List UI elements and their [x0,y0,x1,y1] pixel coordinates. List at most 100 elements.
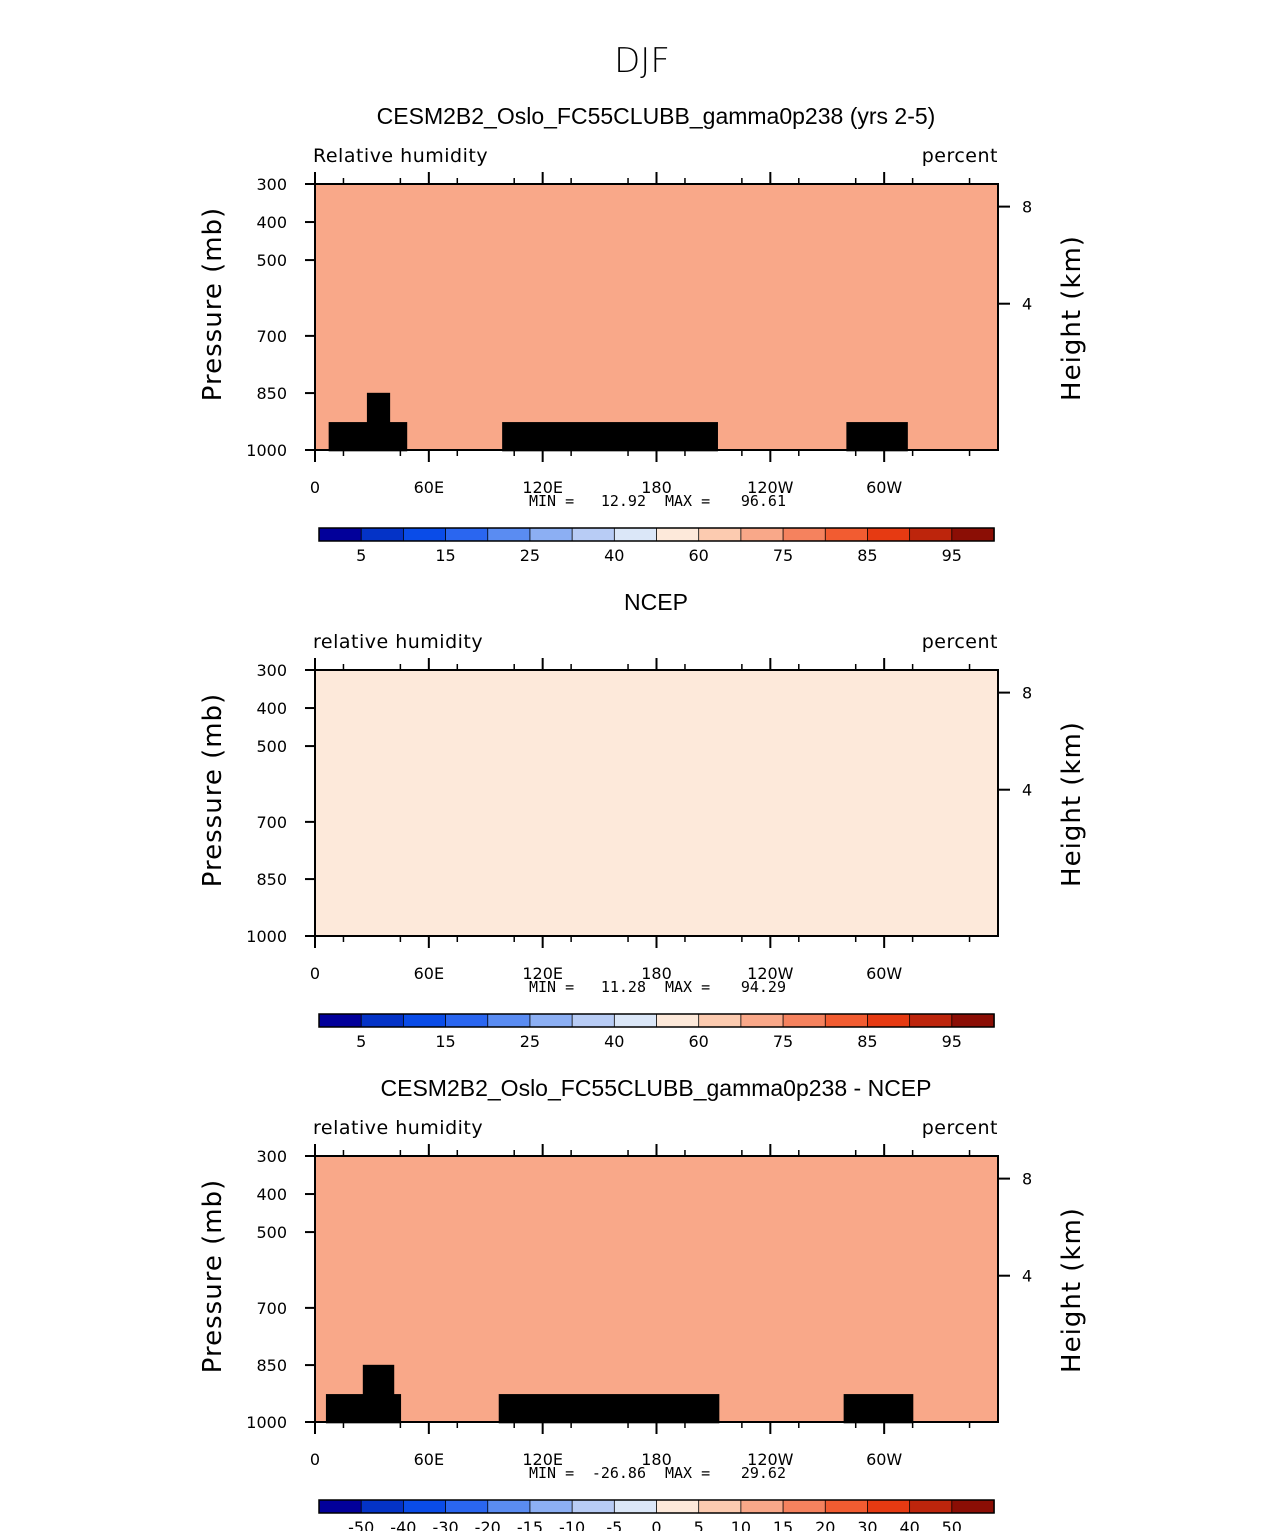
colorbar-box [656,527,700,542]
terrain-block [325,1394,402,1424]
colorbar-box [529,1499,573,1514]
x-tick-label: 120E [522,478,563,497]
left-string: relative humidity [313,1117,483,1139]
min-label: MIN = [529,978,574,996]
y-tick-label: 300 [256,175,287,194]
colorbar-box [782,1499,826,1514]
colorbar-label: 40 [604,1032,624,1051]
colorbar-box [782,527,826,542]
y-right-tick-label: 8 [1022,1170,1032,1189]
x-tick-label: 0 [310,964,320,983]
colorbar-box [571,527,616,542]
x-tick-label: 60E [414,478,444,497]
colorbar-label: 5 [694,1518,704,1531]
max-label: MAX = [665,1464,710,1482]
colorbar-box [867,1499,911,1514]
colorbar-label: 15 [435,546,455,565]
colorbar-label: -50 [348,1518,374,1531]
right-string: percent [922,1117,998,1139]
shaded-field [315,1156,998,1422]
colorbar-label: 40 [899,1518,919,1531]
max-value: 94.29 [741,978,786,996]
colorbar-box [782,1013,826,1028]
left-string: relative humidity [313,631,483,653]
contour-fill [315,1156,998,1422]
colorbar-box [698,527,742,542]
colorbar-box [740,527,784,542]
y-tick-label: 700 [256,327,287,346]
colorbar-label: 75 [773,546,793,565]
colorbar-label: 50 [942,1518,962,1531]
y-right-axis-label: Height (km) [1057,1207,1087,1373]
y-tick-label: 850 [256,384,287,403]
colorbar-label: 0 [651,1518,661,1531]
y-tick-label: 500 [256,251,287,270]
shaded-field [315,184,998,450]
colorbar-frame [318,1013,995,1028]
colorbar-label: -15 [517,1518,543,1531]
left-string: Relative humidity [313,145,488,167]
terrain-block [846,422,908,452]
colorbar: 5 15 25 40 60 75 85 95 [318,1013,995,1051]
y-axis-label: Pressure (mb) [198,1179,228,1373]
x-tick-label: 60W [866,1450,902,1469]
y-tick-label: 400 [256,699,287,718]
x-tick-label: 120E [522,1450,563,1469]
colorbar-label: 15 [773,1518,793,1531]
x-tick-label: 0 [310,478,320,497]
colorbar-box [360,1013,405,1028]
colorbar-box [909,527,953,542]
colorbar-box [487,1013,531,1028]
chart-panel-1: CESM2B2_Oslo_FC55CLUBB_gamma0p238 (yrs 2… [198,103,1087,565]
right-string: percent [922,145,998,167]
max-value: 96.61 [741,492,786,510]
x-tick-label: 60E [414,964,444,983]
min-label: MIN = [529,1464,574,1482]
y-tick-label: 400 [256,1185,287,1204]
y-tick-label: 1000 [246,1413,287,1432]
y-tick-label: 700 [256,1299,287,1318]
max-value: 29.62 [741,1464,786,1482]
x-tick-label: 60W [866,964,902,983]
colorbar-label: 25 [520,1032,540,1051]
y-tick-label: 300 [256,1147,287,1166]
x-tick-label: 120W [747,1450,794,1469]
y-axis-label: Pressure (mb) [198,207,228,401]
colorbar-label: 5 [356,1032,366,1051]
colorbar-label: 95 [942,1032,962,1051]
colorbar-label: 20 [815,1518,835,1531]
y-axis-label: Pressure (mb) [198,693,228,887]
colorbar-box [867,527,911,542]
x-tick-label: 120E [522,964,563,983]
colorbar-box [740,1013,784,1028]
contour-fill [315,184,998,450]
colorbar-label: 60 [689,546,709,565]
colorbar-label: -20 [475,1518,501,1531]
y-tick-label: 850 [256,1356,287,1375]
colorbar-box [613,1013,658,1028]
colorbar-box [951,1499,995,1514]
colorbar-box [656,1499,700,1514]
figure-title: DJF [614,41,670,81]
y-tick-label: 700 [256,813,287,832]
colorbar-box [360,527,405,542]
colorbar-frame [318,527,995,542]
terrain-block [843,1394,914,1424]
colorbar-box [951,1013,995,1028]
colorbar-box [824,1499,869,1514]
colorbar-box [445,1499,489,1514]
x-tick-label: 180 [641,478,672,497]
min-value: 11.28 [601,978,646,996]
colorbar-box [445,1013,489,1028]
colorbar-label: 40 [604,546,624,565]
colorbar-label: 25 [520,546,540,565]
y-right-tick-label: 8 [1022,198,1032,217]
min-value: 12.92 [601,492,646,510]
colorbar-frame [318,1499,995,1514]
x-tick-label: 0 [310,1450,320,1469]
colorbar-box [824,1013,869,1028]
chart-panel-3: CESM2B2_Oslo_FC55CLUBB_gamma0p238 - NCEP… [198,1075,1087,1536]
terrain-block [366,392,391,425]
x-tick-label: 60W [866,478,902,497]
y-tick-label: 400 [256,213,287,232]
